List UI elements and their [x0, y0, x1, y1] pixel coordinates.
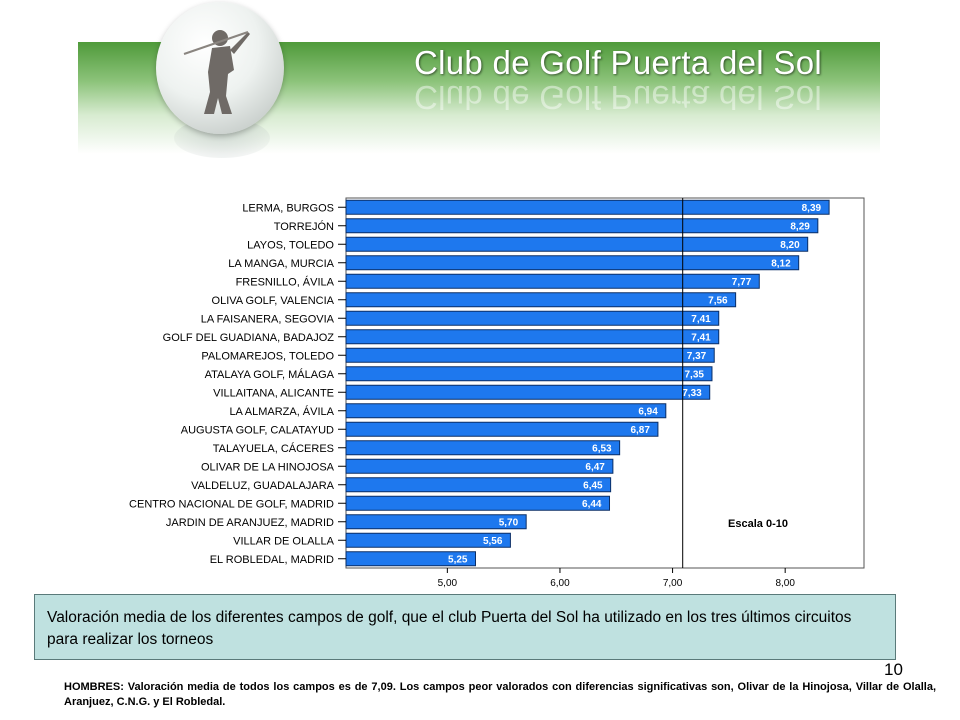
- data-label: 5,70: [499, 517, 519, 528]
- bar-chart: 8,39 LERMA, BURGOS 8,29 TORREJÓN 8,20 LAYOS, …: [129, 197, 865, 589]
- category-label: FRESNILLO, ÁVILA: [236, 275, 335, 288]
- caption-text: Valoración media de los diferentes campo…: [47, 609, 852, 648]
- bar: [345, 292, 737, 308]
- data-label: 8,20: [780, 240, 800, 251]
- category-label: LA MANGA, MURCIA: [228, 258, 334, 270]
- category-label: EL ROBLEDAL, MADRID: [210, 554, 334, 566]
- data-label: 8,12: [771, 258, 791, 269]
- bar: [345, 255, 800, 271]
- bar: [345, 366, 713, 382]
- data-label: 7,41: [691, 314, 711, 325]
- bar: [345, 458, 614, 474]
- bar: [345, 495, 611, 511]
- category-label: ATALAYA GOLF, MÁLAGA: [205, 368, 335, 381]
- bar: [345, 347, 715, 363]
- bar: [345, 477, 612, 493]
- data-label: 7,35: [685, 369, 705, 380]
- data-label: 6,94: [638, 406, 658, 417]
- footnote: HOMBRES: Valoración media de todos los c…: [64, 681, 936, 708]
- bar: [345, 403, 667, 419]
- category-label: VILLAR DE OLALLA: [233, 535, 335, 547]
- data-label: 7,56: [708, 295, 728, 306]
- bar: [345, 218, 819, 234]
- category-label: LA ALMARZA, ÁVILA: [229, 405, 334, 418]
- caption-box: Valoración media de los diferentes campo…: [34, 594, 896, 660]
- category-label: TALAYUELA, CÁCERES: [213, 442, 334, 455]
- category-label: VILLAITANA, ALICANTE: [213, 387, 334, 399]
- bar: [345, 273, 760, 289]
- category-label: LAYOS, TOLEDO: [247, 239, 334, 251]
- bar: [345, 199, 830, 215]
- category-label: TORREJÓN: [274, 220, 334, 233]
- data-label: 6,53: [592, 443, 612, 454]
- data-label: 5,25: [448, 554, 468, 565]
- data-label: 6,47: [585, 462, 605, 473]
- golfer-icon: [183, 30, 250, 114]
- category-label: PALOMAREJOS, TOLEDO: [201, 350, 334, 362]
- bar: [345, 421, 659, 437]
- x-tick-label: 8,00: [775, 578, 795, 589]
- x-tick-label: 7,00: [663, 578, 683, 589]
- bar: [345, 384, 711, 400]
- data-label: 8,39: [802, 203, 822, 214]
- category-label: VALDELUZ, GUADALAJARA: [191, 480, 335, 492]
- category-label: AUGUSTA GOLF, CALATAYUD: [181, 424, 334, 436]
- data-label: 7,37: [687, 351, 707, 362]
- data-label: 8,29: [790, 221, 810, 232]
- data-label: 6,44: [582, 499, 602, 510]
- category-label: LERMA, BURGOS: [242, 202, 334, 214]
- category-label: LA FAISANERA, SEGOVIA: [201, 313, 335, 325]
- bar: [345, 329, 720, 345]
- bar: [345, 310, 720, 326]
- category-label: OLIVA GOLF, VALENCIA: [212, 295, 335, 307]
- data-label: 5,56: [483, 536, 503, 547]
- data-label: 7,77: [732, 277, 752, 288]
- x-tick-label: 5,00: [438, 578, 458, 589]
- category-label: GOLF DEL GUADIANA, BADAJOZ: [163, 332, 335, 344]
- category-label: CENTRO NACIONAL DE GOLF, MADRID: [129, 498, 334, 510]
- scale-annotation: Escala 0-10: [728, 518, 788, 530]
- x-tick-label: 6,00: [550, 578, 570, 589]
- page-title: Club de Golf Puerta del Sol: [414, 44, 822, 81]
- bar: [345, 440, 621, 456]
- bar: [345, 236, 809, 252]
- category-label: JARDIN DE ARANJUEZ, MADRID: [166, 517, 334, 529]
- plot-area: [345, 197, 865, 569]
- data-label: 7,41: [691, 332, 711, 343]
- page-number: 10: [884, 660, 903, 679]
- category-label: OLIVAR DE LA HINOJOSA: [201, 461, 335, 473]
- data-label: 6,87: [630, 425, 650, 436]
- data-label: 7,33: [682, 388, 702, 399]
- data-label: 6,45: [583, 480, 603, 491]
